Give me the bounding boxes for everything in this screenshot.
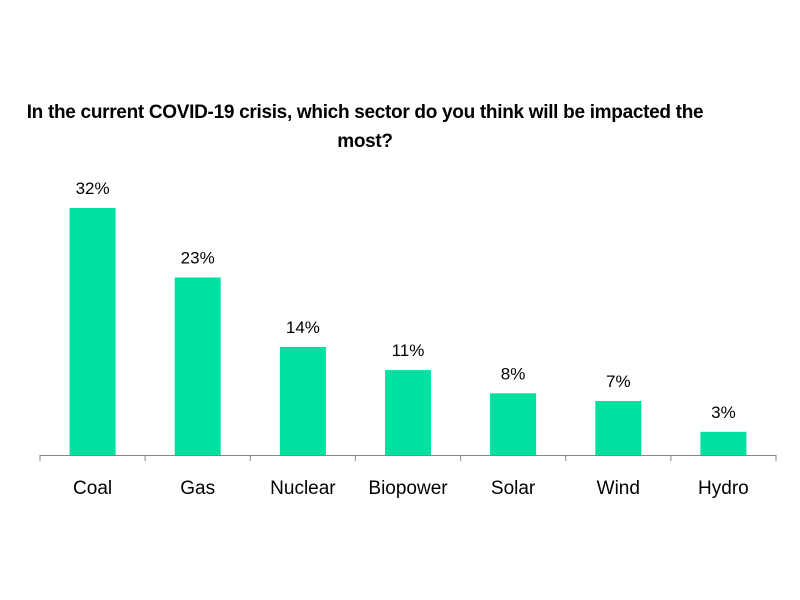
data-label-hydro: 3%	[711, 403, 736, 422]
data-labels-group: 32% 23% 14% 11% 8% 7% 3%	[76, 179, 736, 422]
tick-label-coal: Coal	[73, 478, 112, 499]
bar-solar	[490, 393, 537, 456]
data-label-coal: 32%	[76, 179, 110, 198]
bars-group	[69, 208, 747, 456]
bar-nuclear	[279, 346, 326, 455]
tick-label-gas: Gas	[180, 478, 215, 499]
bar-coal	[69, 208, 116, 455]
tick-label-solar: Solar	[491, 478, 536, 499]
bar-wind	[595, 401, 642, 455]
chart-title: In the current COVID-19 crisis, which se…	[26, 102, 704, 152]
tick-label-nuclear: Nuclear	[270, 478, 336, 499]
data-label-wind: 7%	[606, 372, 631, 391]
data-label-biopower: 11%	[392, 341, 425, 360]
tick-label-wind: Wind	[597, 478, 640, 499]
bar-hydro	[700, 431, 747, 455]
tick-labels-group: Coal Gas Nuclear Biopower Solar Wind Hydro	[73, 478, 749, 499]
tick-label-hydro: Hydro	[698, 478, 749, 499]
data-label-nuclear: 14%	[286, 318, 320, 337]
bar-gas	[174, 277, 221, 455]
bar-biopower	[385, 370, 431, 455]
tick-label-biopower: Biopower	[368, 478, 448, 499]
data-label-gas: 23%	[181, 249, 215, 268]
x-axis	[39, 455, 777, 461]
data-label-solar: 8%	[501, 364, 526, 383]
